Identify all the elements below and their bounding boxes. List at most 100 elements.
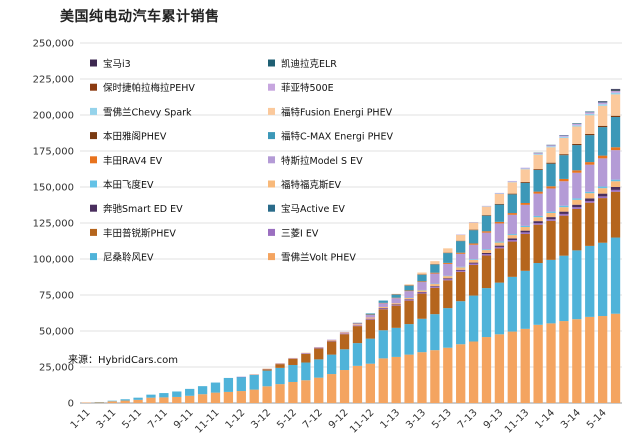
bar-segment bbox=[120, 399, 130, 401]
bar-segment bbox=[197, 394, 208, 403]
bar-segment bbox=[404, 285, 414, 291]
legend-label: 本田飞度EV bbox=[103, 179, 154, 191]
y-tick-label: 150,000 bbox=[33, 183, 74, 194]
bar-segment bbox=[430, 284, 440, 287]
bar-segment bbox=[610, 237, 621, 314]
bar-segment bbox=[494, 245, 505, 247]
bar-segment bbox=[417, 352, 427, 403]
bar-segment bbox=[533, 169, 543, 171]
legend-label: 福特Fusion Energi PHEV bbox=[281, 106, 393, 118]
bar-segment bbox=[507, 234, 517, 236]
bar-segment bbox=[494, 246, 505, 249]
bar-segment bbox=[481, 206, 492, 216]
bar-segment bbox=[430, 287, 440, 315]
bar-segment bbox=[456, 301, 466, 345]
bar-segment bbox=[404, 297, 414, 300]
bar-segment bbox=[572, 250, 582, 320]
legend-swatch bbox=[268, 204, 275, 212]
x-tick-label: 1-13 bbox=[378, 407, 402, 431]
bar-segment bbox=[275, 364, 285, 368]
bar-segment bbox=[585, 164, 595, 192]
bar-segment bbox=[597, 242, 608, 317]
bar-segment bbox=[365, 319, 376, 339]
bar-segment bbox=[494, 221, 505, 224]
bar-segment bbox=[468, 262, 479, 264]
bar-segment bbox=[339, 331, 350, 333]
bar-segment bbox=[533, 223, 543, 225]
bar-segment bbox=[585, 162, 595, 165]
bar-segment bbox=[597, 158, 608, 187]
bar-segment bbox=[443, 276, 453, 279]
bar-segment bbox=[146, 397, 156, 403]
bar-segment bbox=[494, 193, 505, 204]
bar-segment bbox=[520, 167, 530, 169]
bar-segment bbox=[494, 204, 505, 222]
y-tick-label: 175,000 bbox=[33, 147, 74, 158]
bar-segment bbox=[546, 145, 556, 147]
y-tick-label: 200,000 bbox=[33, 111, 74, 122]
bar-segment bbox=[597, 186, 608, 189]
bar-segment bbox=[546, 163, 556, 187]
bar-segment bbox=[610, 90, 621, 93]
legend-label: 尼桑聆风EV bbox=[103, 252, 154, 264]
legend-swatch bbox=[90, 228, 97, 236]
bar-segment bbox=[520, 225, 530, 228]
bar-segment bbox=[417, 290, 427, 292]
bar-segment bbox=[585, 200, 595, 203]
bar-segment bbox=[468, 229, 479, 231]
bar-segment bbox=[404, 284, 414, 286]
bar-segment bbox=[365, 314, 376, 318]
bar-segment bbox=[314, 359, 324, 378]
bar-segment bbox=[391, 304, 401, 306]
bar-segment bbox=[417, 274, 427, 282]
bar-segment bbox=[546, 212, 556, 218]
x-tick-label: 5-14 bbox=[585, 407, 609, 431]
bar-segment bbox=[468, 295, 479, 342]
bar-segment bbox=[339, 370, 350, 403]
bar-segment bbox=[597, 101, 608, 103]
bar-segment bbox=[443, 279, 453, 281]
bar-segment bbox=[197, 386, 208, 395]
bar-segment bbox=[533, 154, 543, 170]
bar-segment bbox=[301, 380, 311, 403]
y-tick-label: 0 bbox=[68, 399, 74, 410]
bar-segment bbox=[120, 400, 130, 403]
bar-segment bbox=[559, 207, 569, 212]
bar-segment bbox=[456, 234, 466, 241]
bar-segment bbox=[610, 147, 621, 151]
bar-segment bbox=[610, 92, 621, 95]
bar-segment bbox=[314, 377, 324, 403]
bar-segment bbox=[301, 353, 311, 363]
bar-segment bbox=[172, 396, 182, 403]
bar-segment bbox=[326, 354, 337, 375]
bar-segment bbox=[507, 181, 517, 183]
bar-segment bbox=[365, 318, 376, 320]
bar-segment bbox=[610, 115, 621, 118]
bar-segment bbox=[443, 248, 453, 253]
bar-segment bbox=[481, 337, 492, 403]
bar-segment bbox=[597, 104, 608, 106]
bar-segment bbox=[597, 127, 608, 156]
bar-segment bbox=[494, 242, 505, 246]
bar-segment bbox=[546, 188, 556, 212]
y-tick-label: 75,000 bbox=[39, 291, 74, 302]
bar-segment bbox=[520, 182, 530, 203]
bar-segment bbox=[262, 386, 272, 403]
bar-segment bbox=[430, 314, 440, 351]
bar-segment bbox=[572, 207, 582, 209]
bar-segment bbox=[456, 270, 466, 272]
bar-segment bbox=[597, 316, 608, 403]
legend-label: 三菱I EV bbox=[281, 227, 319, 239]
bar-segment bbox=[610, 189, 621, 192]
bar-segment bbox=[533, 224, 543, 264]
bar-segment bbox=[481, 250, 492, 253]
bar-segment bbox=[585, 135, 595, 163]
bar-segment bbox=[546, 162, 556, 164]
bar-segment bbox=[533, 324, 543, 403]
bar-segment bbox=[172, 391, 182, 397]
x-tick-label: 5-13 bbox=[430, 407, 454, 431]
bar-segment bbox=[585, 198, 595, 201]
bar-segment bbox=[430, 273, 440, 284]
bar-segment bbox=[326, 341, 337, 355]
legend-swatch bbox=[90, 204, 97, 212]
